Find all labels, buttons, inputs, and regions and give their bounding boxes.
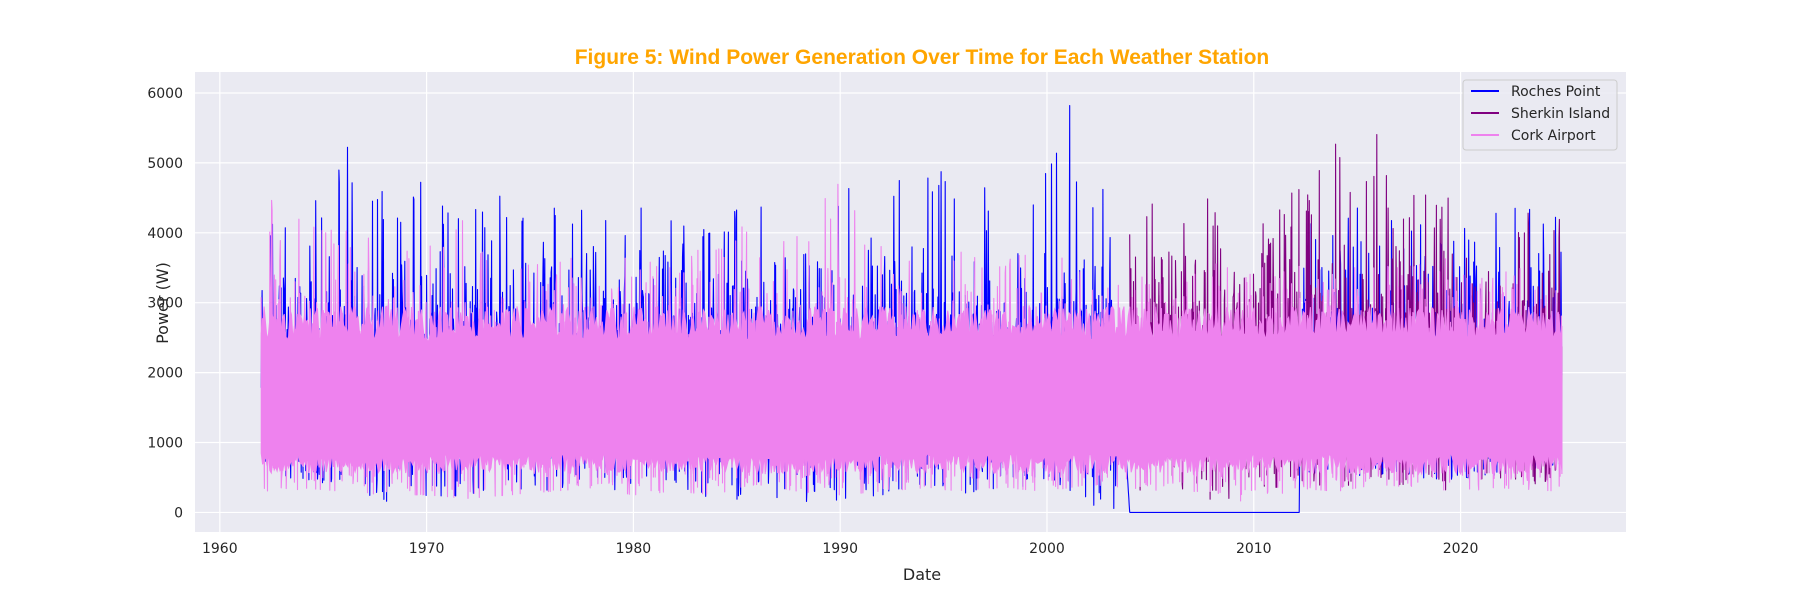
y-tick-label: 6000 (147, 86, 183, 102)
y-tick-label: 0 (174, 505, 183, 521)
x-tick-label: 1990 (822, 541, 858, 557)
x-tick-labels: 1960 1970 1980 1990 2000 2010 2020 (202, 541, 1478, 557)
legend: Roches Point Sherkin Island Cork Airport (1462, 79, 1618, 151)
y-tick-label: 4000 (147, 226, 183, 242)
x-tick-label: 1970 (409, 541, 445, 557)
y-axis-label: Power (W) (153, 262, 172, 344)
legend-label: Roches Point (1511, 84, 1601, 100)
legend-label: Sherkin Island (1511, 106, 1610, 122)
x-tick-label: 2010 (1236, 541, 1272, 557)
y-tick-label: 1000 (147, 436, 183, 452)
chart-title: Figure 5: Wind Power Generation Over Tim… (575, 46, 1270, 69)
series-cork-airport (260, 183, 1563, 502)
legend-box (1462, 79, 1618, 151)
series-layer (260, 105, 1563, 513)
x-axis-label: Date (903, 565, 941, 584)
legend-label: Cork Airport (1511, 128, 1596, 144)
y-tick-label: 3000 (147, 296, 183, 312)
y-tick-labels: 0 1000 2000 3000 4000 5000 6000 (147, 86, 183, 521)
y-tick-label: 5000 (147, 156, 183, 172)
y-tick-label: 2000 (147, 366, 183, 382)
x-tick-label: 1960 (202, 541, 238, 557)
x-tick-label: 1980 (616, 541, 652, 557)
series-core-band (260, 304, 1563, 476)
x-tick-label: 2020 (1443, 541, 1479, 557)
x-tick-label: 2000 (1029, 541, 1065, 557)
